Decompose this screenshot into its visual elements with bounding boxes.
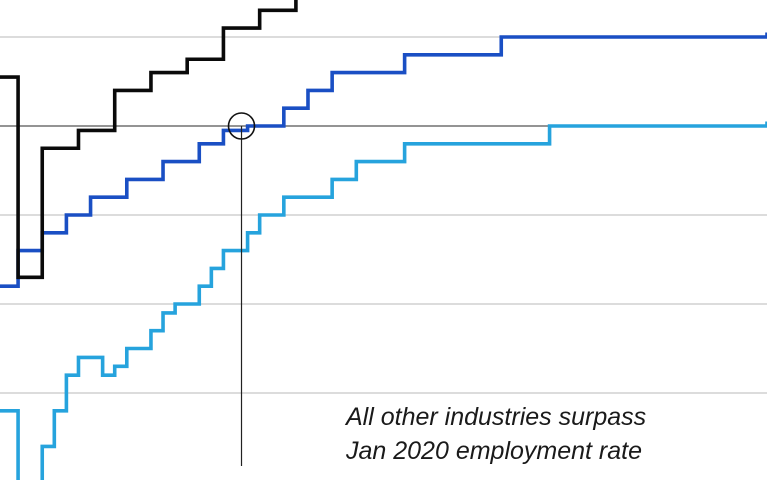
series-line-black bbox=[0, 0, 298, 280]
series-line-light-blue bbox=[0, 121, 767, 480]
callout-annotation: All other industries surpass Jan 2020 em… bbox=[346, 400, 646, 468]
callout-annotation-line-1: All other industries surpass bbox=[346, 403, 647, 431]
callout-marker-circle bbox=[227, 112, 256, 140]
series-line-blue bbox=[0, 32, 767, 288]
callout-annotation-line-2: Jan 2020 employment rate bbox=[346, 437, 643, 465]
